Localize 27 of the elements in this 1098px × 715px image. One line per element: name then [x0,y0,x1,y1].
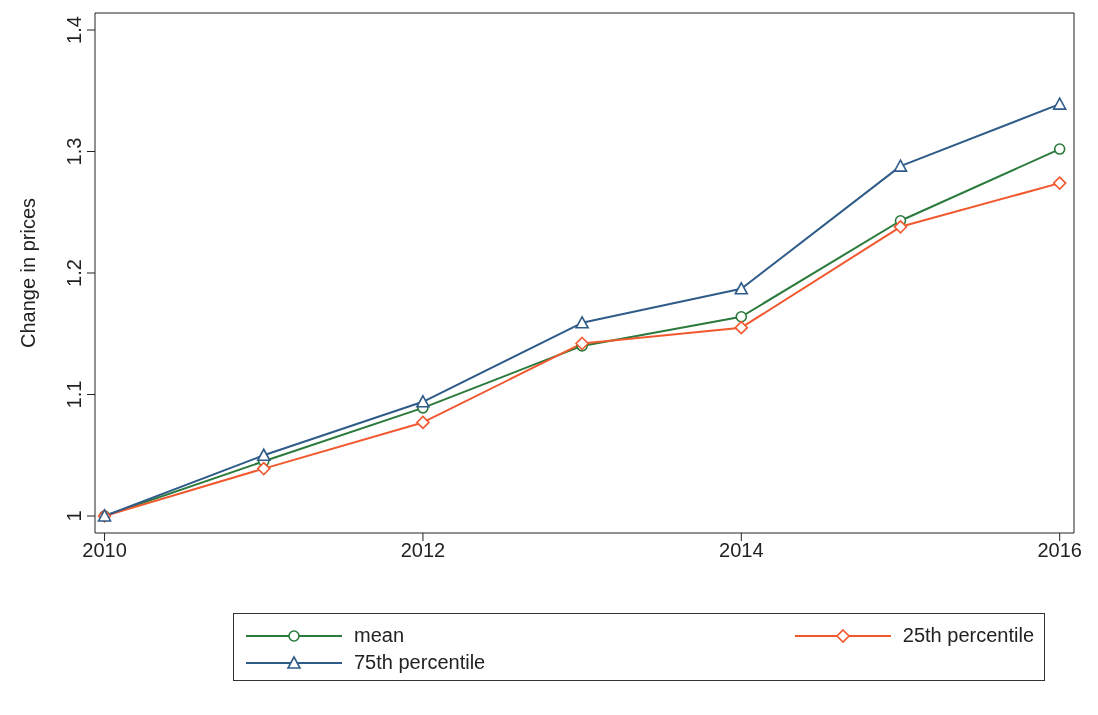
x-tick-label: 2014 [719,539,764,562]
point [416,394,430,408]
legend-label: mean [354,624,405,647]
x-tick-label: 2016 [1037,539,1082,562]
point [734,281,749,295]
point [256,448,271,462]
point [575,316,589,329]
point [575,336,589,351]
y-tick-label: 1 [63,510,85,522]
point [1053,143,1066,155]
point [1052,97,1067,110]
point [1052,176,1067,190]
y-axis-title: Change in prices [17,197,40,349]
y-tick-label: 1.3 [63,137,85,166]
y-tick-label: 1.2 [63,259,85,287]
point [735,310,748,323]
point [416,415,430,430]
point [256,461,271,476]
point [893,159,908,172]
legend-label: 25th percentile [902,624,1034,647]
y-tick-label: 1.4 [63,16,85,44]
x-tick-label: 2012 [400,539,446,562]
legend-label: 75th percentile [354,651,486,674]
point [734,320,749,335]
x-tick-label: 2010 [82,539,127,562]
y-tick-label: 1.1 [63,380,85,409]
point [893,220,908,234]
